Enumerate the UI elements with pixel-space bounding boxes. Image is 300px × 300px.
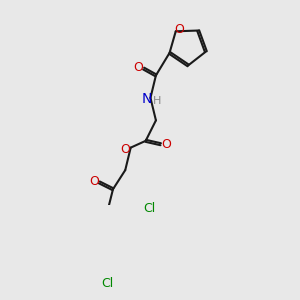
Text: N: N: [142, 92, 152, 106]
Text: O: O: [174, 23, 184, 36]
Text: O: O: [120, 142, 130, 155]
Text: O: O: [161, 138, 171, 151]
Text: Cl: Cl: [143, 202, 155, 215]
Text: Cl: Cl: [101, 277, 114, 290]
Text: O: O: [133, 61, 143, 74]
Text: O: O: [89, 175, 99, 188]
Text: H: H: [152, 96, 161, 106]
